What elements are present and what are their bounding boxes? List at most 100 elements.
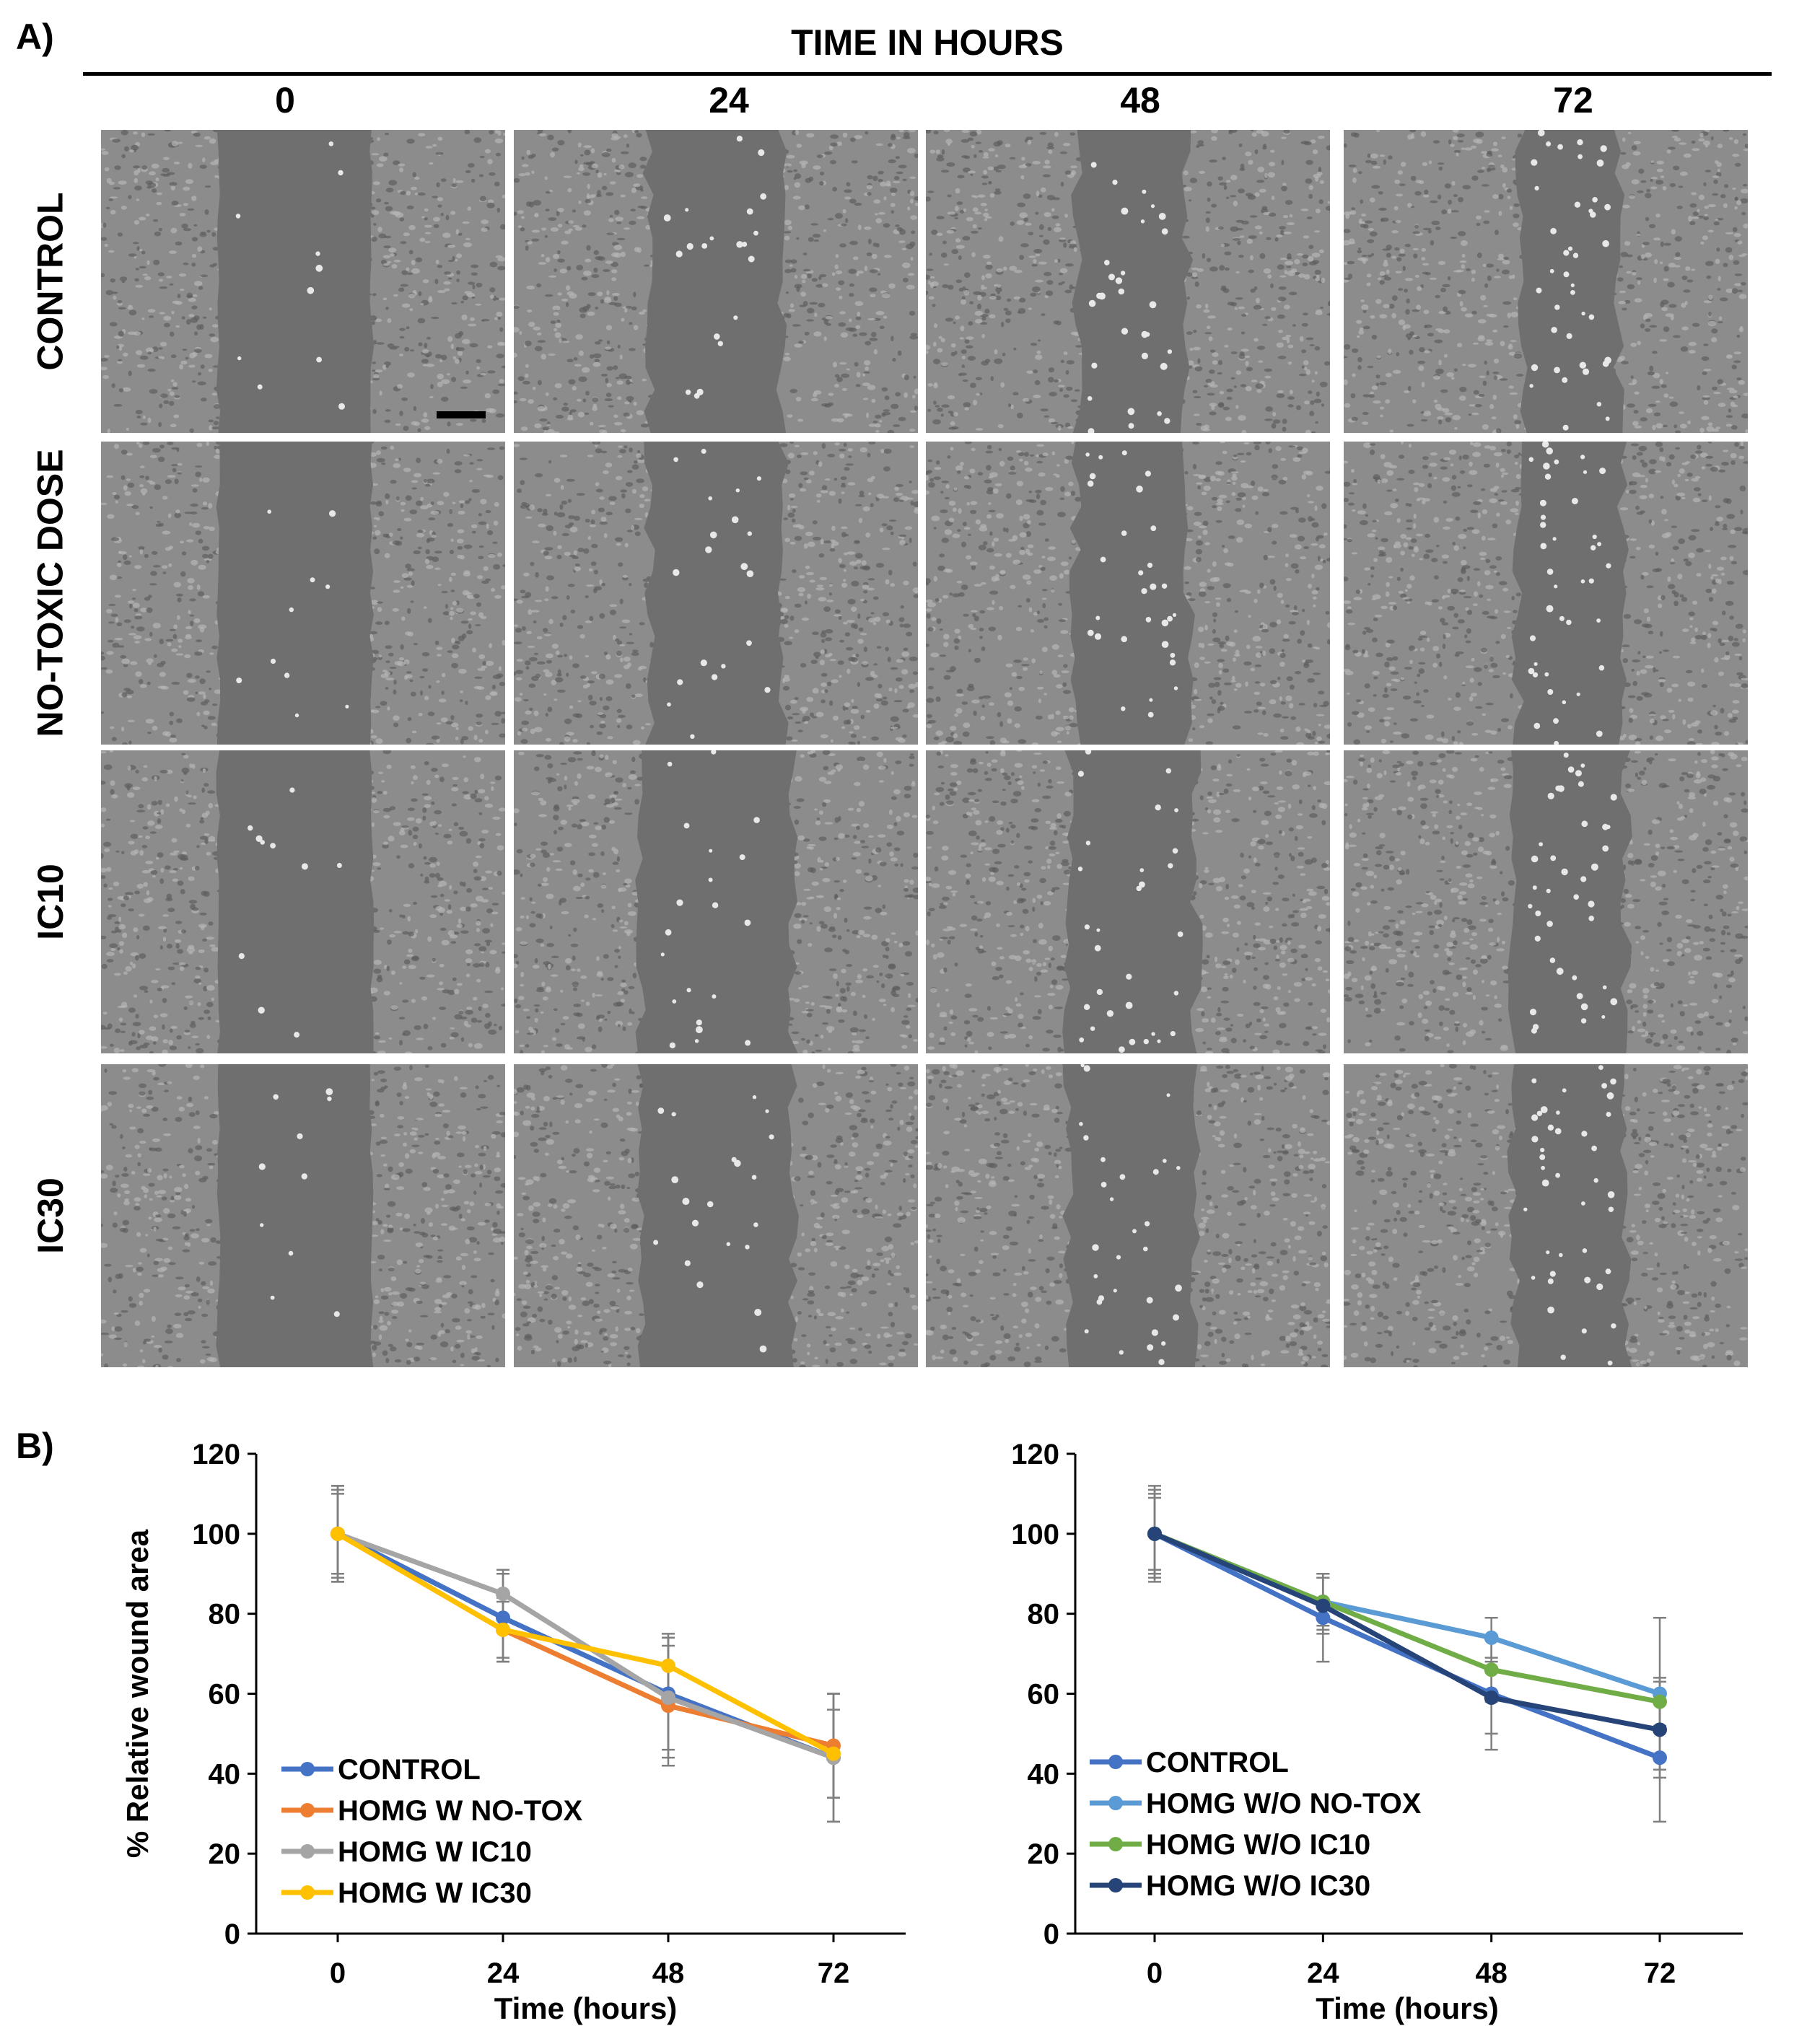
y-tick-label: 20 bbox=[209, 1838, 241, 1870]
legend-swatch-marker bbox=[1108, 1878, 1123, 1892]
legend-item: HOMG W/O IC10 bbox=[1090, 1829, 1370, 1861]
wound-gap bbox=[1069, 442, 1195, 745]
wound-gap bbox=[1515, 130, 1625, 433]
x-tick-label: 72 bbox=[818, 1957, 850, 1989]
micrograph-image bbox=[514, 750, 918, 1053]
micrograph-image bbox=[1344, 130, 1748, 433]
data-point bbox=[1316, 1610, 1331, 1626]
data-point bbox=[826, 1746, 841, 1761]
floating-cells bbox=[667, 449, 771, 739]
data-point bbox=[1484, 1662, 1499, 1677]
data-point bbox=[496, 1622, 510, 1637]
y-tick-label: 80 bbox=[1028, 1599, 1060, 1631]
legend-item: CONTROL bbox=[281, 1754, 481, 1786]
legend-swatch-marker bbox=[1108, 1837, 1123, 1851]
data-point bbox=[1484, 1690, 1499, 1706]
heading-rule bbox=[83, 72, 1772, 76]
y-tick-label: 60 bbox=[1028, 1679, 1060, 1711]
micrograph-image bbox=[1344, 1064, 1748, 1367]
data-point bbox=[1147, 1526, 1162, 1541]
micrograph-no-toxic-dose-0h bbox=[101, 442, 505, 745]
wound-gap bbox=[1508, 750, 1632, 1053]
wound-gap bbox=[637, 1064, 799, 1367]
legend-label: HOMG W NO-TOX bbox=[338, 1795, 583, 1827]
wound-gap bbox=[1507, 1064, 1632, 1367]
time-heading: TIME IN HOURS bbox=[791, 22, 1064, 63]
legend-item: HOMG W/O IC30 bbox=[1090, 1870, 1370, 1902]
data-point bbox=[1484, 1630, 1499, 1645]
data-point bbox=[1316, 1598, 1331, 1613]
column-header-72: 72 bbox=[1553, 80, 1593, 120]
x-tick-label: 0 bbox=[330, 1957, 346, 1989]
legend-swatch-marker bbox=[300, 1762, 315, 1776]
micrograph-control-72h bbox=[1344, 130, 1748, 433]
scale-bar bbox=[437, 411, 486, 418]
micrograph-ic30-24h bbox=[514, 1064, 918, 1367]
micrograph-image bbox=[1344, 442, 1748, 745]
micrograph-ic10-0h bbox=[101, 750, 505, 1053]
micrograph-image bbox=[514, 130, 918, 433]
micrograph-ic30-0h bbox=[101, 1064, 505, 1367]
x-tick-label: 48 bbox=[1475, 1957, 1508, 1989]
wound-gap bbox=[1062, 1064, 1201, 1367]
micrograph-image bbox=[101, 1064, 505, 1367]
column-header-48: 48 bbox=[1120, 80, 1160, 120]
y-tick-label: 20 bbox=[1028, 1838, 1060, 1870]
floating-cells bbox=[1087, 162, 1173, 433]
micrograph-image bbox=[926, 130, 1330, 433]
wound-gap bbox=[216, 750, 375, 1053]
wound-gap bbox=[644, 442, 789, 745]
y-tick-label: 40 bbox=[1028, 1758, 1060, 1790]
x-axis-title: Time (hours) bbox=[494, 1991, 678, 2025]
legend-label: HOMG W IC10 bbox=[338, 1836, 532, 1868]
legend-item: CONTROL bbox=[1090, 1747, 1289, 1778]
x-axis-title: Time (hours) bbox=[1316, 1991, 1499, 2025]
micrograph-ic30-72h bbox=[1344, 1064, 1748, 1367]
micrograph-image bbox=[101, 442, 505, 745]
wound-gap bbox=[216, 130, 375, 433]
legend-swatch-marker bbox=[1108, 1796, 1123, 1810]
wound-gap bbox=[216, 442, 374, 745]
floating-cells bbox=[1528, 753, 1618, 1034]
floating-cells bbox=[1529, 130, 1611, 431]
micrograph-image bbox=[514, 1064, 918, 1367]
data-point bbox=[1653, 1750, 1667, 1766]
line-chart-2: 0 20 40 60 80 100 120 0 24 48 72 Time (hours) CONTRO… bbox=[1011, 1439, 1743, 2025]
x-tick-label: 24 bbox=[1307, 1957, 1339, 1989]
floating-cells bbox=[660, 750, 760, 1049]
line-chart-1: 0 20 40 60 80 100 120 0 24 48 72 Time (hours) % Rela… bbox=[121, 1439, 906, 2025]
x-tick-label: 0 bbox=[1147, 1957, 1163, 1989]
data-point bbox=[1653, 1722, 1667, 1737]
series-line-4 bbox=[336, 1531, 835, 1756]
wound-gap bbox=[216, 1064, 374, 1367]
micrograph-no-toxic-dose-48h bbox=[926, 442, 1330, 745]
x-tick-label: 24 bbox=[487, 1957, 520, 1989]
x-tick-label: 48 bbox=[652, 1957, 685, 1989]
legend-item: HOMG W NO-TOX bbox=[281, 1795, 583, 1827]
floating-cells bbox=[1523, 1065, 1616, 1366]
y-tick-label: 80 bbox=[209, 1599, 241, 1631]
panel-a-label: A) bbox=[16, 17, 54, 57]
data-point bbox=[331, 1526, 345, 1541]
data-point bbox=[661, 1690, 675, 1706]
micrograph-image bbox=[926, 1064, 1330, 1367]
micrograph-ic10-72h bbox=[1344, 750, 1748, 1053]
micrograph-image bbox=[101, 750, 505, 1053]
legend-label: HOMG W/O NO-TOX bbox=[1146, 1788, 1422, 1820]
legend-label: CONTROL bbox=[1146, 1747, 1289, 1778]
wound-gap bbox=[635, 750, 798, 1053]
floating-cells bbox=[258, 1088, 340, 1317]
legend-item: HOMG W/O NO-TOX bbox=[1090, 1788, 1422, 1820]
y-tick-label: 0 bbox=[1043, 1918, 1059, 1950]
y-tick-label: 100 bbox=[192, 1519, 240, 1550]
floating-cells bbox=[663, 136, 767, 399]
legend-item: HOMG W IC10 bbox=[281, 1836, 532, 1868]
data-point bbox=[661, 1658, 675, 1673]
micrograph-image bbox=[514, 442, 918, 745]
micrograph-no-toxic-dose-24h bbox=[514, 442, 918, 745]
floating-cells bbox=[236, 509, 349, 718]
micrograph-control-24h bbox=[514, 130, 918, 433]
series-line-4 bbox=[1153, 1531, 1660, 1732]
wound-gap bbox=[1071, 130, 1194, 433]
